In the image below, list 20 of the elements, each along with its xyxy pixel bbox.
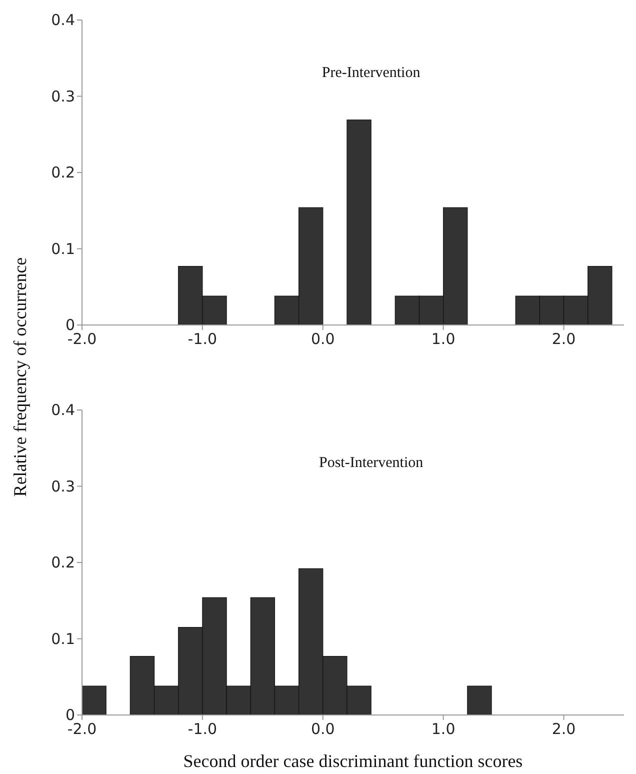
x-tick-label: 1.0 bbox=[431, 720, 456, 738]
x-axis-title: Second order case discriminant function scores bbox=[183, 751, 523, 771]
y-tick-label: 0.3 bbox=[51, 87, 75, 106]
x-tick-label: 0.0 bbox=[310, 330, 335, 348]
x-tick-label: -1.0 bbox=[188, 330, 218, 348]
text: Post-Intervention bbox=[318, 455, 424, 471]
x-tick-label: 2.0 bbox=[552, 330, 576, 348]
y-tick-label: 0.4 bbox=[51, 401, 75, 419]
y-tick-label: 0.1 bbox=[51, 240, 75, 258]
y-tick-label: 0.2 bbox=[51, 164, 75, 182]
x-tick-label: -1.0 bbox=[188, 720, 218, 738]
y-tick-label: 0.1 bbox=[51, 630, 75, 648]
x-tick-label: 2.0 bbox=[552, 720, 576, 738]
y-tick-label: 0.3 bbox=[51, 477, 75, 496]
y-tick-label: 0.2 bbox=[51, 554, 75, 572]
y-tick-label: 0.4 bbox=[51, 11, 75, 29]
y-axis-title: Relative frequency of occurrence bbox=[10, 257, 30, 497]
text: Pre-Intervention bbox=[322, 65, 421, 81]
x-tick-label: 0.0 bbox=[310, 720, 335, 738]
x-tick-label: 1.0 bbox=[431, 330, 456, 348]
